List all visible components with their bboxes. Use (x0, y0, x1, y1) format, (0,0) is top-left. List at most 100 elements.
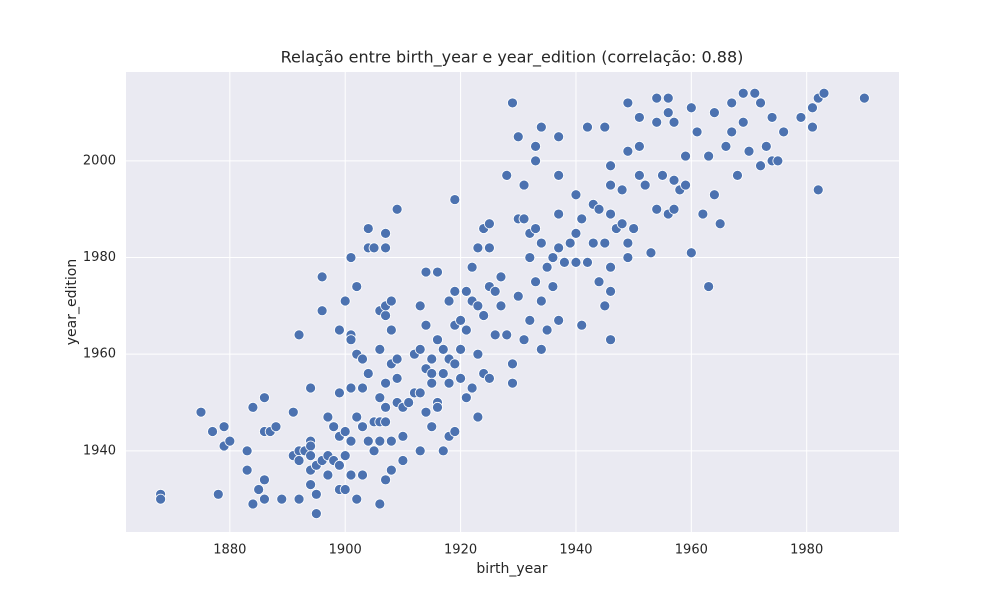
point (437, 343, 449, 355)
point (680, 179, 691, 191)
point (339, 484, 351, 495)
point (385, 435, 397, 447)
point (293, 455, 305, 466)
point (426, 421, 438, 433)
point (524, 314, 536, 326)
y-axis-label: year_edition (64, 259, 80, 345)
point (455, 372, 466, 384)
point (547, 252, 559, 263)
point (622, 97, 634, 109)
point (253, 484, 265, 495)
point (622, 237, 634, 249)
point (345, 435, 357, 447)
point (634, 170, 645, 181)
point (385, 324, 397, 336)
point (668, 203, 680, 215)
point (380, 377, 391, 389)
point (541, 324, 553, 336)
point (247, 498, 259, 510)
point (339, 295, 351, 307)
point (587, 237, 599, 249)
point (287, 406, 299, 418)
point (593, 276, 605, 288)
point (512, 131, 524, 143)
point (749, 87, 761, 99)
point (760, 141, 772, 152)
points (155, 87, 870, 520)
point (530, 276, 541, 288)
x-tick-label: 1900 (329, 543, 362, 558)
point (726, 126, 738, 138)
x-tick-label: 1940 (559, 543, 592, 558)
point (599, 237, 611, 249)
point (680, 150, 691, 162)
point (357, 353, 368, 365)
point (241, 445, 253, 457)
point (374, 498, 386, 510)
point (351, 411, 363, 423)
point (639, 179, 651, 191)
point (720, 141, 732, 152)
point (305, 382, 316, 394)
point (616, 184, 628, 196)
point (732, 170, 743, 181)
point (195, 406, 207, 418)
point (368, 242, 380, 254)
point (437, 445, 449, 457)
point (259, 493, 270, 505)
point (714, 218, 726, 230)
point (374, 392, 386, 404)
point (380, 310, 391, 321)
point (697, 208, 709, 220)
plot-area (126, 72, 899, 532)
point (357, 469, 368, 481)
y-tick-label: 1980 (83, 250, 116, 265)
point (535, 295, 547, 307)
point (380, 242, 391, 254)
point (858, 92, 870, 104)
point (345, 469, 357, 481)
point (634, 112, 645, 123)
point (455, 343, 466, 355)
point (818, 87, 830, 99)
point (553, 131, 565, 143)
point (305, 479, 316, 491)
point (662, 92, 674, 104)
point (259, 474, 270, 486)
point (293, 329, 305, 341)
point (322, 469, 334, 481)
point (553, 170, 565, 181)
point (426, 353, 438, 365)
point (380, 474, 391, 486)
point (495, 271, 507, 283)
point (535, 237, 547, 249)
point (634, 141, 645, 152)
point (807, 121, 818, 133)
point (374, 343, 386, 355)
point (339, 450, 351, 462)
point (599, 300, 611, 312)
point (651, 92, 663, 104)
point (484, 372, 495, 384)
point (345, 334, 357, 346)
point (507, 358, 518, 370)
point (466, 382, 478, 394)
point (812, 184, 824, 196)
point (466, 261, 478, 273)
point (541, 261, 553, 273)
point (276, 493, 288, 505)
point (484, 218, 495, 230)
point (374, 435, 386, 447)
point (737, 116, 749, 128)
point (795, 112, 807, 123)
point (726, 97, 738, 109)
point (576, 319, 588, 331)
point (478, 310, 490, 321)
point (472, 348, 484, 360)
point (345, 382, 357, 394)
point (414, 300, 426, 312)
point (432, 266, 443, 278)
point (385, 464, 397, 476)
point (218, 421, 230, 433)
point (270, 421, 282, 433)
